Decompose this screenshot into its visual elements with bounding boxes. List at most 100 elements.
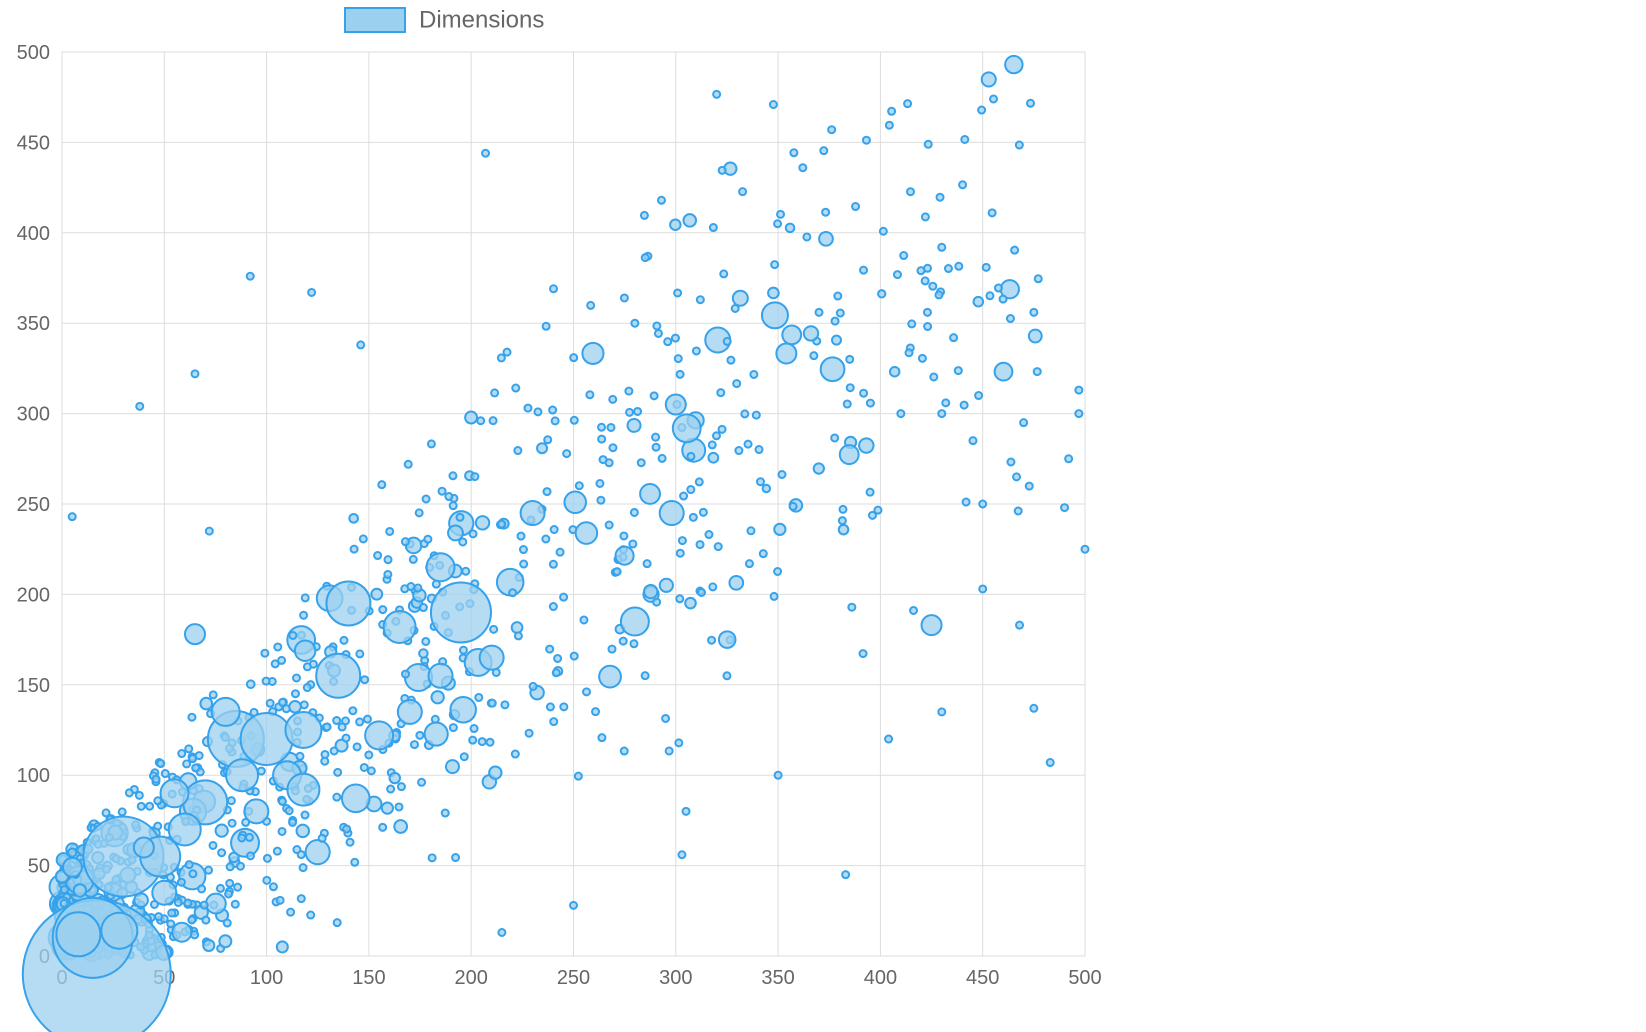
data-point[interactable] — [774, 220, 781, 227]
data-point[interactable] — [660, 579, 673, 592]
data-point[interactable] — [537, 443, 547, 453]
data-point[interactable] — [925, 141, 932, 148]
data-point[interactable] — [319, 835, 326, 842]
data-point[interactable] — [986, 292, 993, 299]
data-point[interactable] — [831, 434, 838, 441]
data-point[interactable] — [863, 137, 870, 144]
data-point[interactable] — [938, 708, 945, 715]
data-point[interactable] — [786, 224, 795, 233]
data-point[interactable] — [790, 149, 797, 156]
data-point[interactable] — [1034, 368, 1041, 375]
data-point[interactable] — [582, 343, 603, 364]
data-point[interactable] — [247, 680, 255, 688]
data-point[interactable] — [1075, 410, 1082, 417]
data-point[interactable] — [277, 941, 288, 952]
data-point[interactable] — [735, 447, 742, 454]
data-point[interactable] — [919, 355, 926, 362]
data-point[interactable] — [420, 604, 427, 611]
data-point[interactable] — [439, 488, 446, 495]
data-point[interactable] — [333, 717, 340, 724]
data-point[interactable] — [471, 473, 478, 480]
data-point[interactable] — [989, 209, 996, 216]
data-point[interactable] — [935, 291, 942, 298]
data-point[interactable] — [306, 840, 330, 864]
data-point[interactable] — [816, 309, 823, 316]
data-point[interactable] — [178, 750, 185, 757]
data-point[interactable] — [175, 899, 182, 906]
data-point[interactable] — [670, 220, 680, 230]
data-point[interactable] — [157, 760, 164, 767]
data-point[interactable] — [212, 698, 240, 726]
data-point[interactable] — [961, 402, 968, 409]
data-point[interactable] — [550, 603, 557, 610]
data-point[interactable] — [343, 825, 350, 832]
data-point[interactable] — [509, 589, 516, 596]
data-point[interactable] — [955, 367, 962, 374]
data-point[interactable] — [750, 371, 757, 378]
data-point[interactable] — [304, 663, 311, 670]
data-point[interactable] — [520, 546, 527, 553]
data-point[interactable] — [416, 509, 423, 516]
data-point[interactable] — [427, 553, 455, 581]
data-point[interactable] — [907, 188, 914, 195]
data-point[interactable] — [782, 325, 801, 344]
data-point[interactable] — [425, 722, 448, 745]
data-point[interactable] — [609, 444, 616, 451]
data-point[interactable] — [524, 405, 531, 412]
legend-label[interactable]: Dimensions — [419, 6, 544, 33]
data-point[interactable] — [347, 839, 354, 846]
data-point[interactable] — [549, 407, 556, 414]
data-point[interactable] — [514, 447, 521, 454]
data-point[interactable] — [708, 453, 718, 463]
data-point[interactable] — [422, 638, 429, 645]
data-point[interactable] — [710, 224, 717, 231]
data-point[interactable] — [687, 486, 694, 493]
data-point[interactable] — [747, 527, 754, 534]
data-point[interactable] — [515, 632, 522, 639]
data-point[interactable] — [227, 863, 234, 870]
data-point[interactable] — [651, 392, 658, 399]
data-point[interactable] — [225, 890, 232, 897]
data-point[interactable] — [1005, 56, 1022, 73]
data-point[interactable] — [162, 770, 169, 777]
data-point[interactable] — [462, 568, 469, 575]
data-point[interactable] — [729, 576, 743, 590]
data-point[interactable] — [410, 556, 417, 563]
data-point[interactable] — [238, 834, 245, 841]
data-point[interactable] — [498, 521, 505, 528]
data-point[interactable] — [56, 912, 100, 956]
data-point[interactable] — [475, 694, 482, 701]
data-point[interactable] — [298, 895, 305, 902]
data-point[interactable] — [526, 730, 533, 737]
data-point[interactable] — [385, 556, 392, 563]
data-point[interactable] — [196, 752, 203, 759]
data-point[interactable] — [641, 212, 648, 219]
data-point[interactable] — [361, 764, 368, 771]
data-point[interactable] — [334, 919, 341, 926]
data-point[interactable] — [628, 419, 641, 432]
data-point[interactable] — [357, 341, 364, 348]
data-point[interactable] — [289, 701, 301, 713]
data-point[interactable] — [490, 417, 497, 424]
data-point[interactable] — [563, 450, 570, 457]
data-point[interactable] — [448, 526, 463, 541]
data-point[interactable] — [334, 769, 341, 776]
data-point[interactable] — [452, 854, 459, 861]
data-point[interactable] — [184, 899, 191, 906]
data-point[interactable] — [228, 797, 235, 804]
data-point[interactable] — [922, 277, 929, 284]
data-point[interactable] — [1047, 759, 1054, 766]
data-point[interactable] — [386, 528, 393, 535]
data-point[interactable] — [846, 356, 853, 363]
data-point[interactable] — [292, 690, 299, 697]
data-point[interactable] — [342, 785, 370, 813]
data-point[interactable] — [580, 616, 587, 623]
legend-swatch[interactable] — [345, 8, 405, 32]
data-point[interactable] — [799, 164, 806, 171]
data-point[interactable] — [186, 861, 193, 868]
data-point[interactable] — [687, 453, 694, 460]
data-point[interactable] — [724, 338, 731, 345]
data-point[interactable] — [501, 701, 508, 708]
data-point[interactable] — [188, 714, 195, 721]
data-point[interactable] — [423, 496, 430, 503]
